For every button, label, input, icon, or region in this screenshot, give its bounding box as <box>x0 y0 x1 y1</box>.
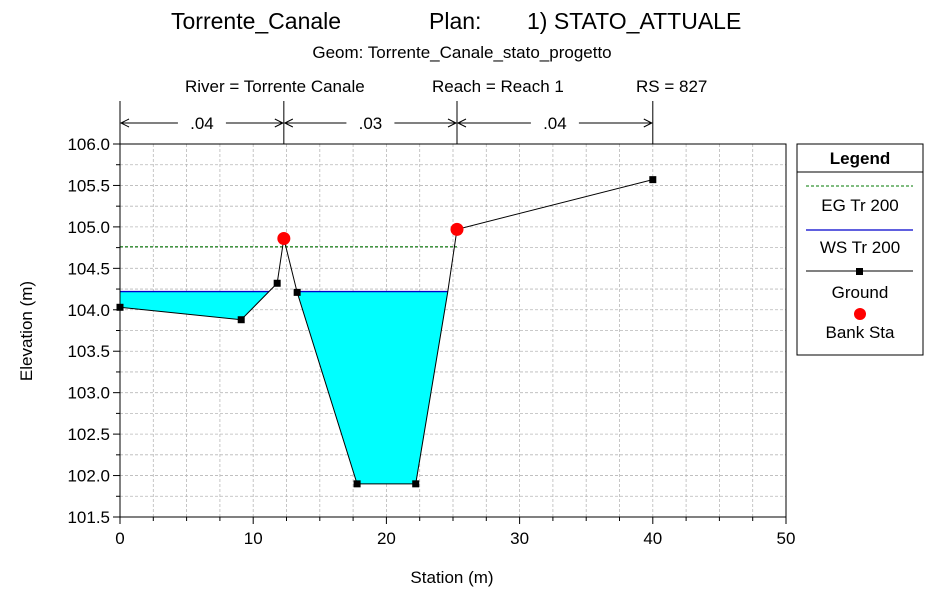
river-name-title: Torrente_Canale <box>171 8 341 34</box>
manning-arrowhead <box>643 118 653 128</box>
reach-subtitle: Reach = Reach 1 <box>432 77 564 96</box>
ground-point <box>412 480 420 488</box>
manning-label: .04 <box>543 114 567 133</box>
legend-ws-label: WS Tr 200 <box>820 238 900 257</box>
x-tick-label: 30 <box>510 529 529 548</box>
legend-bank-label: Bank Sta <box>826 323 896 342</box>
manning-arrowhead <box>274 118 284 128</box>
plan-name: 1) STATO_ATTUALE <box>527 8 741 34</box>
manning-layer: .04 .03 .04 <box>119 101 654 144</box>
y-tick-label: 104.0 <box>67 301 110 320</box>
legend-ground-swatch-marker <box>856 268 863 275</box>
y-tick-label: 106.0 <box>67 135 110 154</box>
bank-station-point <box>277 231 291 245</box>
plan-label: Plan: <box>429 8 481 34</box>
manning-arrowhead <box>447 118 458 128</box>
x-tick-label: 40 <box>643 529 662 548</box>
legend: Legend EG Tr 200 WS Tr 200 Ground Bank S… <box>796 143 924 356</box>
ground-point <box>237 316 245 324</box>
x-tick-label: 0 <box>115 529 124 548</box>
ground-point <box>353 480 361 488</box>
manning-arrowhead <box>456 118 467 128</box>
x-axis-label: Station (m) <box>410 568 493 587</box>
legend-title: Legend <box>830 149 890 168</box>
x-tick-label: 20 <box>377 529 396 548</box>
y-tick-label: 104.5 <box>67 259 110 278</box>
rs-subtitle: RS = 827 <box>636 77 707 96</box>
ground-point <box>293 288 301 296</box>
manning-label: .04 <box>190 114 214 133</box>
bank-station-point <box>450 222 464 236</box>
y-tick-label: 102.5 <box>67 425 110 444</box>
water-fill-layer <box>120 291 448 484</box>
y-axis-label: Elevation (m) <box>17 281 36 381</box>
legend-ground-label: Ground <box>832 283 889 302</box>
ground-line <box>119 179 653 485</box>
y-tick-label: 102.0 <box>67 467 110 486</box>
y-tick-label: 105.5 <box>67 176 110 195</box>
y-tick-label: 103.0 <box>67 384 110 403</box>
water-area <box>120 291 270 320</box>
manning-arrowhead <box>283 118 294 128</box>
x-tick-label: 50 <box>777 529 796 548</box>
legend-eg-label: EG Tr 200 <box>821 196 898 215</box>
water-area <box>296 291 448 484</box>
y-tick-label: 103.5 <box>67 342 110 361</box>
legend-bank-swatch <box>854 308 866 320</box>
geom-subtitle: Geom: Torrente_Canale_stato_progetto <box>312 43 611 62</box>
river-subtitle: River = Torrente Canale <box>185 77 365 96</box>
y-tick-label: 105.0 <box>67 218 110 237</box>
grid-layer <box>119 143 787 518</box>
x-tick-label: 10 <box>244 529 263 548</box>
ground-point <box>273 279 281 287</box>
ground-point <box>649 176 657 184</box>
y-tick-label: 101.5 <box>67 508 110 527</box>
line-layer <box>119 179 653 485</box>
manning-arrowhead <box>119 118 130 128</box>
tick-layer: 0 10 20 30 40 50 101.5 102.0 102.5 103.0 103.5 104.… <box>67 135 795 548</box>
manning-label: .03 <box>359 114 383 133</box>
